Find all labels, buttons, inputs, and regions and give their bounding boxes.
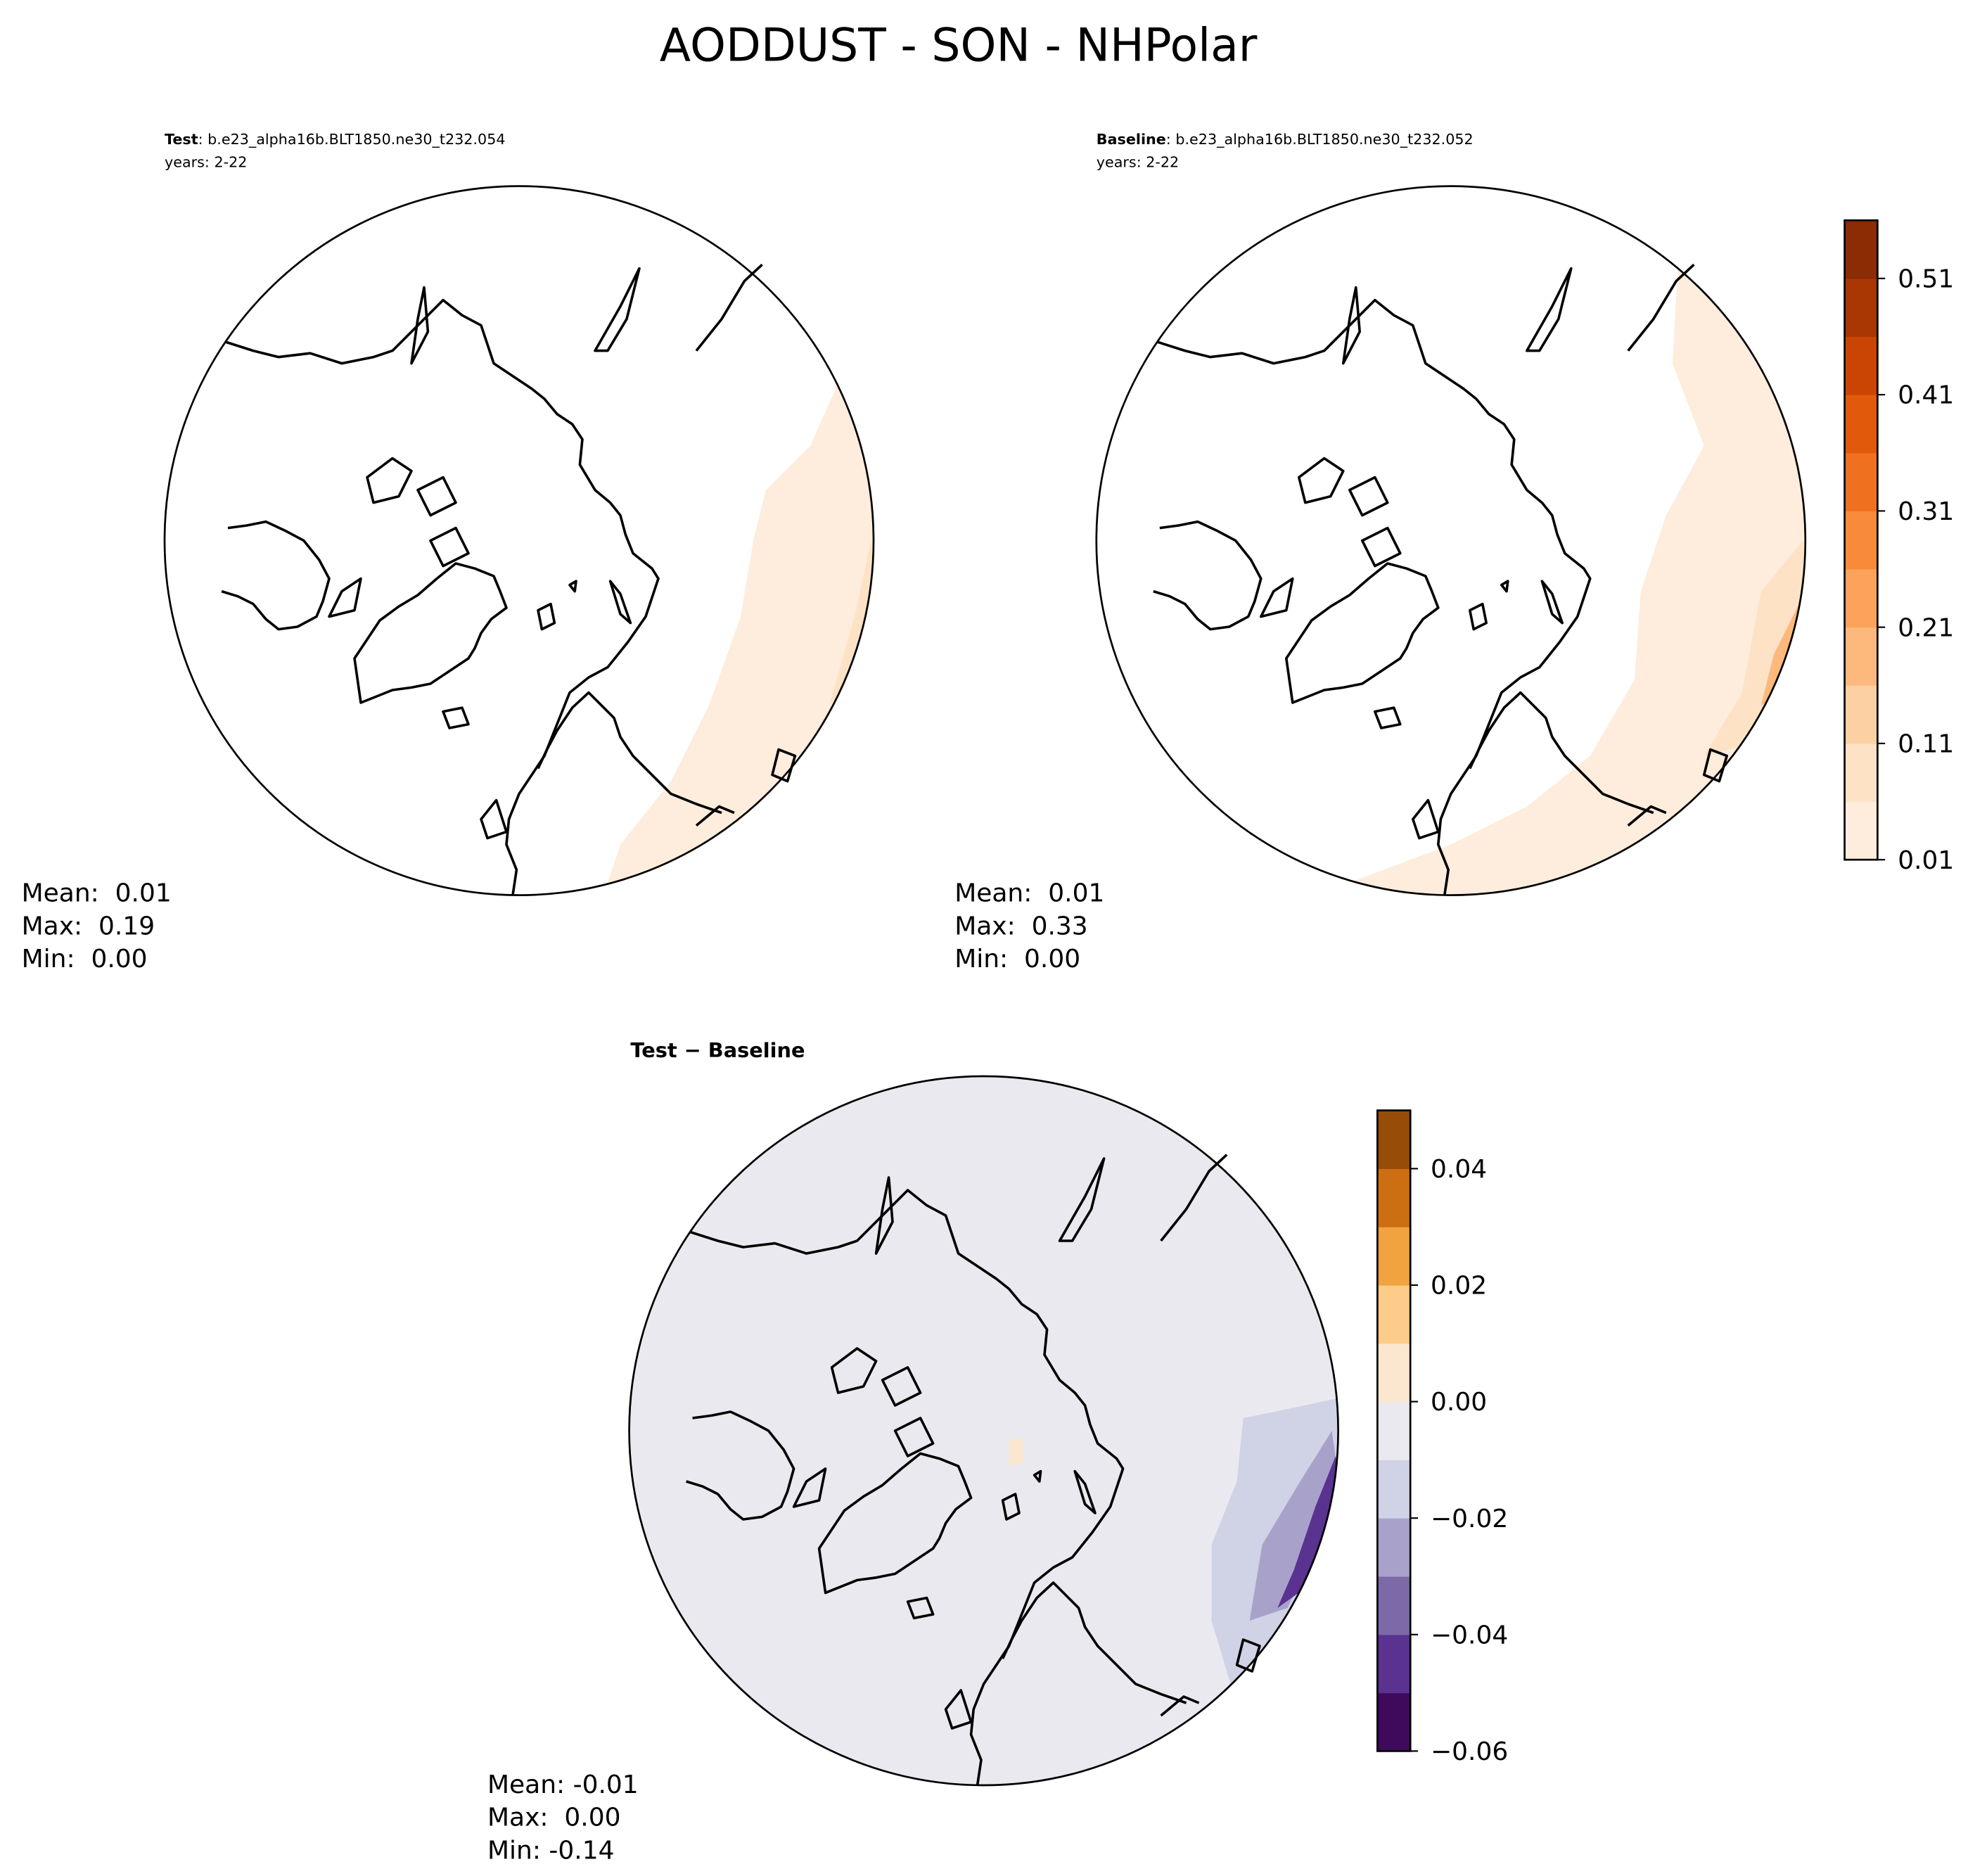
stat: Min: -0.14 bbox=[487, 1836, 615, 1865]
colorbar-tick-label: 0.21 bbox=[1898, 613, 1954, 642]
colorbar-level bbox=[1844, 336, 1878, 395]
colorbar-level bbox=[1844, 569, 1878, 628]
colorbar-tick-label: −0.02 bbox=[1431, 1505, 1508, 1533]
shading bbox=[1277, 1455, 1338, 1608]
shading bbox=[829, 540, 874, 706]
shading bbox=[1009, 1436, 1025, 1467]
colorbar-level bbox=[1377, 1284, 1411, 1344]
stat: Max: 0.33 bbox=[954, 912, 1088, 940]
colorbar-level bbox=[1844, 511, 1878, 570]
colorbar-level bbox=[1844, 452, 1878, 511]
panel-subtitle: Test: b.e23_alpha16b.BLT1850.ne30_t232.0… bbox=[165, 131, 506, 148]
colorbar-tick-label: 0.41 bbox=[1898, 381, 1954, 410]
panel-label: Test bbox=[165, 131, 198, 148]
panel-label: Test − Baseline bbox=[630, 1038, 805, 1062]
colorbar-level bbox=[1844, 685, 1878, 744]
colorbar-level bbox=[1844, 801, 1878, 860]
colorbar-level bbox=[1377, 1518, 1411, 1577]
shading bbox=[1704, 540, 1805, 756]
colorbar-frame bbox=[1376, 1109, 1412, 1752]
stat: Mean: 0.01 bbox=[954, 879, 1104, 908]
case-name: : b.e23_alpha16b.BLT1850.ne30_t232.054 bbox=[198, 131, 506, 148]
map bbox=[628, 1075, 1339, 1787]
panel-years: years: 2-22 bbox=[165, 154, 247, 171]
colorbar-level bbox=[1377, 1460, 1411, 1519]
colorbar-level bbox=[1844, 395, 1878, 454]
panel-baseline: Baseline: b.e23_alpha16b.BLT1850.ne30_t2… bbox=[954, 131, 1807, 974]
colorbar-level bbox=[1844, 278, 1878, 338]
colorbar-level bbox=[1844, 743, 1878, 803]
colorbar-tick-label: 0.04 bbox=[1431, 1155, 1487, 1184]
stat: Max: 0.00 bbox=[487, 1804, 621, 1832]
stat: Mean: -0.01 bbox=[487, 1770, 639, 1799]
colorbar-level bbox=[1377, 1634, 1411, 1694]
shading bbox=[629, 1076, 1338, 1785]
colorbar-level bbox=[1844, 220, 1878, 279]
colorbar-level bbox=[1377, 1576, 1411, 1635]
colorbar-level bbox=[1377, 1227, 1411, 1286]
colorbar-frame bbox=[1843, 219, 1879, 861]
stat: Max: 0.19 bbox=[22, 912, 155, 940]
colorbar-tick-label: 0.00 bbox=[1431, 1388, 1487, 1417]
panel-subtitle: Baseline: b.e23_alpha16b.BLT1850.ne30_t2… bbox=[1097, 131, 1474, 148]
colorbar-level bbox=[1844, 627, 1878, 686]
panel-difference: Test − Baseline Mean: -0.01 Max: 0.00 Mi… bbox=[487, 1038, 1339, 1865]
stat: Min: 0.00 bbox=[954, 945, 1080, 974]
colorbar-level bbox=[1377, 1168, 1411, 1227]
panel-test: Test: b.e23_alpha16b.BLT1850.ne30_t232.0… bbox=[22, 131, 875, 974]
colorbar-tick-label: −0.06 bbox=[1431, 1737, 1508, 1766]
shading bbox=[1324, 249, 1805, 895]
colorbar-tick-label: 0.31 bbox=[1898, 497, 1954, 526]
case-name: : b.e23_alpha16b.BLT1850.ne30_t232.052 bbox=[1166, 131, 1474, 148]
colorbar-tick-label: 0.01 bbox=[1898, 846, 1954, 875]
shading bbox=[1249, 1430, 1338, 1621]
stat: Mean: 0.01 bbox=[22, 879, 172, 908]
map-boundary bbox=[1095, 185, 1807, 896]
panel-years: years: 2-22 bbox=[1097, 154, 1179, 171]
map bbox=[1095, 185, 1807, 897]
colorbar-level bbox=[1377, 1110, 1411, 1169]
colorbar-tick-label: −0.04 bbox=[1431, 1621, 1508, 1650]
colorbar-tick-label: 0.11 bbox=[1898, 730, 1954, 759]
colorbar-level bbox=[1377, 1401, 1411, 1460]
map-boundary bbox=[628, 1075, 1339, 1787]
stat: Min: 0.00 bbox=[22, 945, 148, 974]
colorbar-level bbox=[1377, 1692, 1411, 1751]
colorbar-tick-label: 0.51 bbox=[1898, 264, 1954, 293]
colorbar-level bbox=[1377, 1343, 1411, 1403]
colorbar-tick-label: 0.02 bbox=[1431, 1272, 1487, 1301]
figure-title: AODDUST - SON - NHPolar bbox=[660, 19, 1258, 72]
panel-label: Baseline bbox=[1097, 131, 1166, 148]
map bbox=[163, 185, 875, 897]
map-boundary bbox=[163, 185, 875, 896]
